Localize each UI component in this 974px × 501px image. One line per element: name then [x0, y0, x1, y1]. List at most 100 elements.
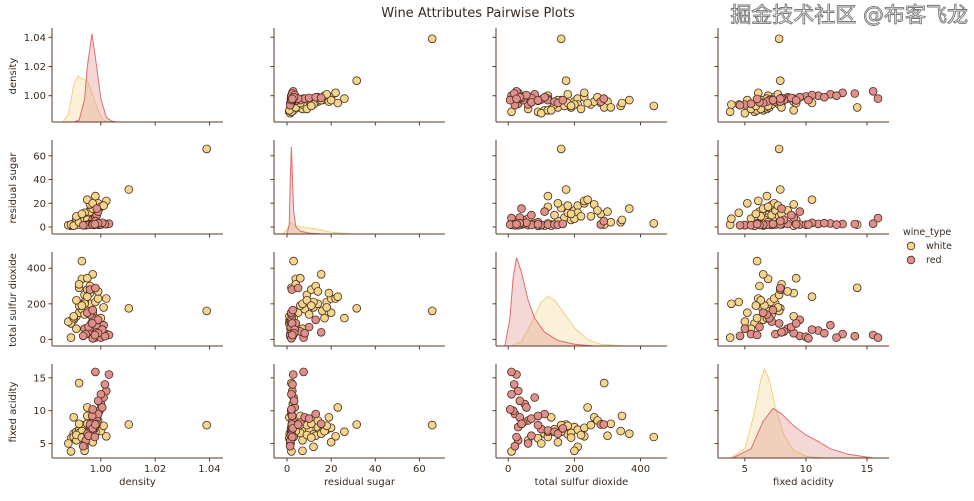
panel-fixed-acidity-vs-fixed-acidity: 5 10 15 fixed acidity — [714, 364, 889, 488]
point-white — [727, 100, 736, 109]
point-red — [287, 94, 297, 104]
point-white — [758, 269, 768, 279]
point-white — [340, 427, 349, 437]
point-red — [774, 319, 784, 328]
point-white — [124, 420, 134, 429]
point-red — [599, 216, 609, 226]
point-white — [734, 297, 744, 307]
point-red — [819, 218, 829, 228]
point-white — [563, 201, 573, 210]
point-red — [288, 380, 297, 389]
x-axis-label: residual sugar — [324, 477, 396, 488]
point-white — [570, 446, 579, 456]
point-red — [777, 327, 786, 337]
point-white — [333, 292, 343, 302]
point-white — [576, 430, 586, 440]
x-tick-label: 20 — [325, 464, 338, 475]
y-tick-label: 20 — [33, 199, 46, 210]
point-red — [746, 99, 756, 108]
point-red — [100, 380, 110, 389]
y-axis-label: fixed acidity — [8, 381, 19, 442]
point-red — [768, 95, 778, 105]
point-red — [530, 393, 539, 402]
point-red — [832, 91, 841, 100]
y-axis-label: residual sugar — [8, 152, 19, 224]
kde-line-white — [62, 75, 110, 123]
point-red — [285, 441, 295, 451]
point-red — [523, 439, 533, 448]
point-white — [617, 98, 627, 108]
point-white — [599, 378, 609, 388]
point-red — [311, 409, 321, 419]
point-red — [527, 431, 536, 441]
point-white — [583, 403, 592, 412]
point-red — [512, 219, 521, 229]
point-white — [624, 95, 634, 105]
point-red — [90, 432, 100, 442]
y-tick-label: 1.02 — [24, 62, 46, 73]
point-red — [104, 370, 114, 379]
legend-label-white: white — [926, 241, 952, 252]
point-white — [322, 303, 332, 312]
point-red — [316, 419, 326, 429]
watermark: 掘金技术社区 @布客飞龙 — [730, 3, 968, 27]
point-red — [768, 219, 778, 229]
point-red — [804, 220, 813, 229]
point-red — [786, 210, 796, 220]
y-tick-label: 1.00 — [24, 91, 46, 102]
point-white — [77, 209, 87, 219]
point-red — [752, 94, 762, 104]
point-white — [606, 419, 616, 429]
panel-total-sulfur-dioxide-vs-density: 0 200 400 total sulfur dioxide — [8, 252, 223, 350]
point-white — [774, 34, 784, 44]
point-white — [77, 301, 87, 310]
point-red — [513, 386, 523, 396]
point-red — [775, 94, 785, 103]
point-red — [558, 424, 568, 433]
point-red — [304, 322, 314, 332]
point-white — [727, 214, 736, 224]
point-red — [509, 380, 519, 389]
point-white — [752, 256, 762, 266]
point-white — [566, 101, 576, 111]
point-red — [517, 204, 526, 213]
point-red — [819, 328, 829, 338]
point-white — [352, 303, 362, 313]
point-white — [91, 191, 100, 201]
y-tick-label: 60 — [33, 151, 46, 162]
point-white — [77, 256, 87, 266]
kde-line-red — [286, 146, 323, 235]
y-tick-label: 15 — [33, 373, 46, 384]
point-white — [734, 208, 744, 218]
point-white — [202, 306, 212, 316]
point-white — [603, 431, 612, 441]
point-white — [563, 90, 573, 99]
point-white — [69, 311, 78, 321]
point-white — [74, 279, 84, 289]
y-tick-label: 0 — [40, 335, 46, 346]
point-white — [556, 34, 566, 44]
point-red — [87, 319, 97, 328]
point-white — [306, 433, 316, 442]
x-axis-label: total sulfur dioxide — [535, 477, 629, 488]
point-red — [510, 441, 520, 451]
point-white — [546, 106, 556, 115]
point-red — [795, 207, 805, 216]
panel-density-vs-density: 1.00 1.02 1.04 density — [8, 28, 223, 126]
legend-label-red: red — [926, 255, 942, 266]
panel-density-vs-residual-sugar — [270, 28, 445, 126]
point-white — [352, 76, 362, 85]
point-red — [287, 405, 296, 414]
point-white — [566, 209, 576, 219]
legend-marker-red — [906, 255, 916, 265]
point-red — [97, 403, 107, 412]
point-white — [331, 431, 340, 441]
point-white — [74, 378, 84, 388]
point-white — [333, 403, 343, 412]
point-red — [316, 93, 326, 103]
point-white — [309, 442, 318, 452]
point-white — [507, 107, 516, 117]
point-white — [617, 215, 627, 225]
point-red — [91, 283, 100, 293]
